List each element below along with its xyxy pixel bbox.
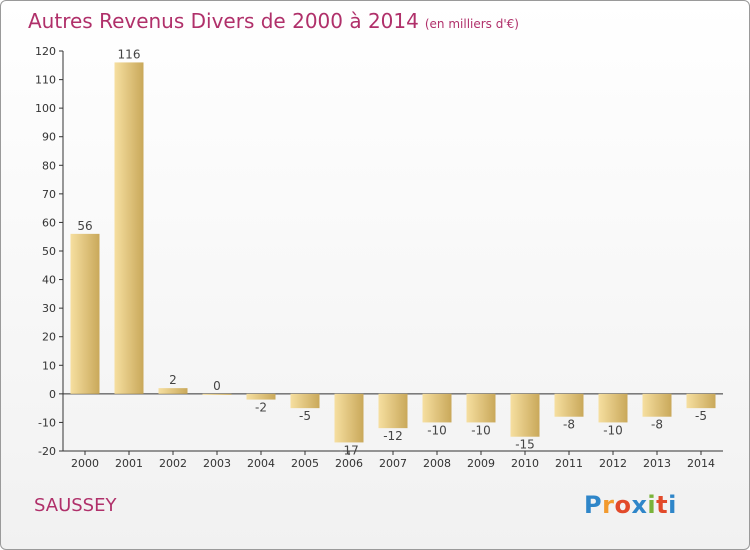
x-tick-label: 2013 (643, 457, 671, 470)
data-label: 2 (169, 373, 177, 387)
logo-letter: P (584, 491, 603, 519)
chart-title-text: Autres Revenus Divers de 2000 à 2014 (28, 9, 419, 33)
data-label: -12 (383, 429, 403, 443)
bar (334, 393, 364, 443)
data-label: -10 (471, 423, 491, 437)
y-tick-label: 30 (42, 302, 56, 315)
data-label: -10 (603, 423, 623, 437)
y-tick-label: 90 (42, 131, 56, 144)
bar (378, 393, 408, 429)
bar (422, 393, 452, 423)
logo-letter: r (602, 491, 615, 519)
logo-letter: t (656, 491, 669, 519)
y-tick-label: 80 (42, 159, 56, 172)
bar (686, 393, 716, 409)
y-tick-label: 0 (49, 388, 56, 401)
y-tick-label: 110 (35, 74, 56, 87)
chart-title: Autres Revenus Divers de 2000 à 2014 (en … (28, 9, 519, 33)
data-label: -17 (339, 443, 359, 457)
data-label: 116 (118, 47, 141, 61)
y-tick-label: 60 (42, 216, 56, 229)
x-tick-label: 2004 (247, 457, 275, 470)
data-label: -5 (695, 409, 707, 423)
x-tick-label: 2007 (379, 457, 407, 470)
y-tick-label: 70 (42, 188, 56, 201)
bar (554, 393, 584, 417)
bar (158, 388, 188, 394)
x-tick-label: 2014 (687, 457, 715, 470)
y-tick-label: 20 (42, 331, 56, 344)
proxiti-logo[interactable]: Proxiti (584, 491, 677, 519)
bar (466, 393, 496, 423)
x-tick-label: 2009 (467, 457, 495, 470)
x-tick-label: 2002 (159, 457, 187, 470)
x-tick-label: 2012 (599, 457, 627, 470)
x-tick-label: 2001 (115, 457, 143, 470)
y-tick-label: 100 (35, 102, 56, 115)
x-tick-label: 2011 (555, 457, 583, 470)
data-label: 56 (77, 219, 92, 233)
bar (510, 393, 540, 437)
data-label: -8 (563, 418, 575, 432)
y-tick-label: 50 (42, 245, 56, 258)
data-label: -2 (255, 401, 267, 415)
bar (246, 393, 276, 400)
x-tick-label: 2010 (511, 457, 539, 470)
data-label: -5 (299, 409, 311, 423)
x-tick-label: 2005 (291, 457, 319, 470)
logo-letter: x (631, 491, 648, 519)
y-tick-label: -10 (38, 416, 56, 429)
data-label: -10 (427, 423, 447, 437)
y-tick-label: -20 (38, 445, 56, 458)
y-tick-label: 10 (42, 359, 56, 372)
logo-letter: o (614, 491, 632, 519)
y-tick-label: 40 (42, 274, 56, 287)
y-tick-label: 120 (35, 45, 56, 58)
place-name: SAUSSEY (34, 495, 117, 516)
x-tick-label: 2003 (203, 457, 231, 470)
chart-title-unit: (en milliers d'€) (424, 17, 519, 31)
bar (642, 393, 672, 417)
x-tick-label: 2008 (423, 457, 451, 470)
bar (70, 233, 100, 394)
logo-letter: i (668, 491, 677, 519)
bar (290, 393, 320, 409)
data-label: -15 (515, 438, 535, 452)
x-tick-label: 2000 (71, 457, 99, 470)
x-tick-label: 2006 (335, 457, 363, 470)
bar (114, 62, 144, 394)
data-label: -8 (651, 418, 663, 432)
logo-letter: i (647, 491, 657, 519)
bar (598, 393, 628, 423)
data-label: 0 (213, 379, 221, 393)
bar (202, 393, 232, 395)
